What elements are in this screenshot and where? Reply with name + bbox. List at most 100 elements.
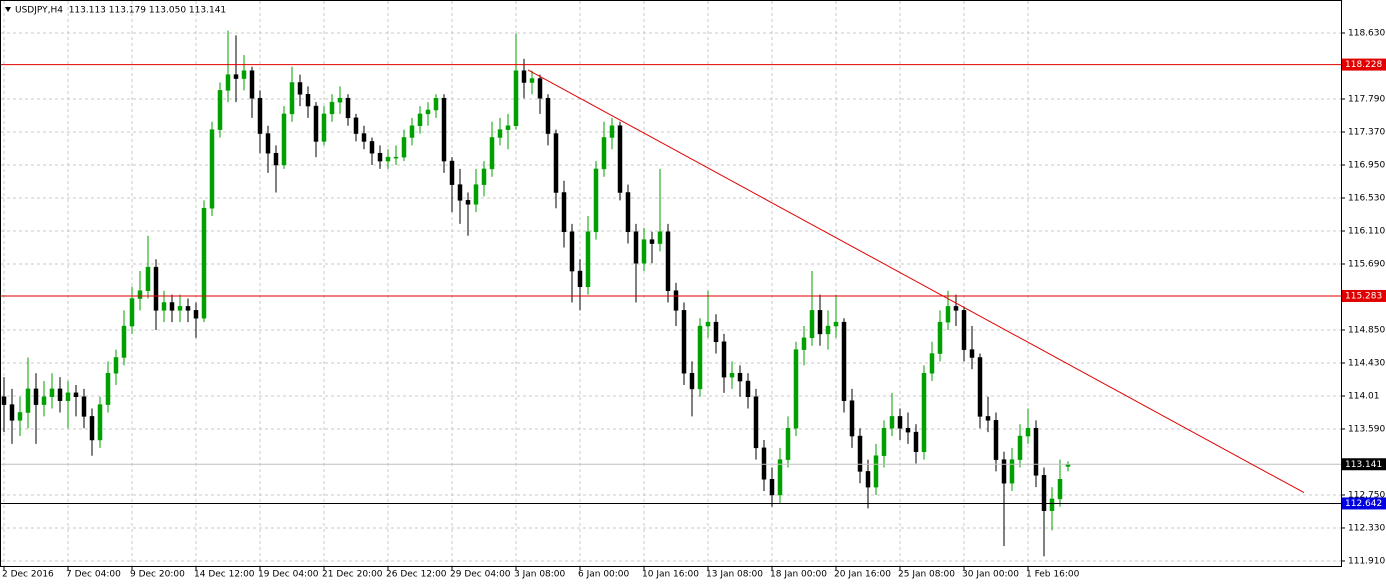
x-tick-label: 3 Jan 08:00 [514, 570, 566, 580]
x-tick-label: 9 Dec 20:00 [130, 570, 185, 580]
candle-body [897, 416, 903, 429]
candle-body [961, 310, 967, 350]
level-label: 115.283 [1345, 291, 1382, 301]
candle-body [793, 349, 799, 429]
x-tick-label: 2 Dec 2016 [2, 570, 54, 580]
candle-body [729, 372, 735, 378]
candle-body [641, 239, 647, 264]
candle-body [561, 192, 567, 233]
candle-body [425, 109, 431, 115]
candle-body [921, 372, 927, 453]
candle-body [1009, 459, 1015, 484]
y-tick-label: 116.950 [1348, 160, 1385, 170]
candle-body [337, 97, 343, 103]
candle-body [825, 325, 831, 335]
x-tick-label: 20 Jan 16:00 [834, 570, 891, 580]
candle-body [97, 404, 103, 441]
y-tick-label: 112.750 [1348, 490, 1385, 500]
candle-body [361, 133, 367, 142]
candle-body [417, 113, 423, 126]
candle-body [217, 90, 223, 130]
candle-body [441, 97, 447, 162]
candle-body [1057, 479, 1063, 500]
candle-body [721, 341, 727, 378]
candle-body [65, 392, 71, 401]
level-label: 112.642 [1345, 499, 1382, 509]
x-tick-label: 7 Dec 04:00 [66, 570, 121, 580]
candle-body [625, 192, 631, 233]
level-label: 113.141 [1345, 460, 1382, 470]
candle-body [929, 353, 935, 374]
x-tick-label: 10 Jan 16:00 [642, 570, 699, 580]
candle-body [657, 231, 663, 244]
trendline [527, 69, 1305, 494]
x-tick-label: 30 Jan 00:00 [962, 570, 1019, 580]
x-tick-label: 6 Jan 00:00 [578, 570, 630, 580]
y-tick-label: 112.330 [1348, 523, 1385, 533]
candle-body [153, 266, 159, 311]
candle-body [313, 105, 319, 142]
candle-body [521, 70, 527, 83]
candle-body [353, 117, 359, 134]
candle-body [857, 435, 863, 472]
candle-body [481, 168, 487, 185]
candle-body [265, 133, 271, 154]
candle-body [977, 357, 983, 417]
candle-body [241, 70, 247, 79]
candle-body [881, 427, 887, 456]
level-label-box [1342, 58, 1386, 71]
candle-body [49, 388, 55, 398]
x-tick-label: 1 Feb 16:00 [1026, 570, 1080, 580]
candle-body [185, 306, 191, 311]
candle-body [273, 152, 279, 166]
candle-body [249, 70, 255, 99]
x-tick-label: 29 Dec 04:00 [450, 570, 511, 580]
candle-body [953, 306, 959, 311]
x-tick-label: 25 Jan 08:00 [898, 570, 955, 580]
candle-body [145, 266, 151, 291]
candle-body [889, 416, 895, 429]
menu-arrow[interactable] [5, 7, 11, 12]
candle-body [1033, 427, 1039, 476]
candle-body [41, 396, 47, 405]
y-tick-label: 116.110 [1348, 226, 1385, 236]
candle-body [569, 231, 575, 272]
y-tick-label: 116.530 [1348, 193, 1385, 203]
candle-body [553, 133, 559, 193]
candle-body [113, 357, 119, 374]
candle-body [81, 396, 87, 417]
candle-body [601, 137, 607, 170]
candle-body [473, 184, 479, 205]
candle-body [297, 82, 303, 95]
candle-body [785, 427, 791, 460]
candle-body [193, 310, 199, 319]
candle-body [497, 129, 503, 138]
candle-body [681, 310, 687, 374]
candle-body [649, 239, 655, 244]
candle-body [985, 416, 991, 421]
candle-body [201, 207, 207, 319]
candle-body [17, 412, 23, 421]
candle-body [369, 141, 375, 154]
candle-body [73, 392, 79, 398]
candle-body [617, 125, 623, 193]
candle-body [593, 168, 599, 233]
x-tick-label: 19 Dec 04:00 [258, 570, 319, 580]
candle-body [705, 321, 711, 327]
x-tick-label: 26 Dec 12:00 [386, 570, 447, 580]
candle-body [713, 321, 719, 343]
candle-body [209, 129, 215, 209]
candle-body [945, 306, 951, 323]
candle-body [817, 310, 823, 335]
candle-body [1017, 435, 1023, 460]
candle-body [737, 372, 743, 382]
candle-body [129, 298, 135, 327]
x-tick-label: 13 Jan 08:00 [706, 570, 763, 580]
chart-title: USDJPY,H4 113.113 113.179 113.050 113.14… [15, 6, 226, 16]
candle-body [665, 231, 671, 291]
candle-body [377, 152, 383, 162]
candle-body [1025, 427, 1031, 437]
candle-body [585, 231, 591, 288]
candle-body [537, 78, 543, 99]
candle-body [633, 231, 639, 264]
